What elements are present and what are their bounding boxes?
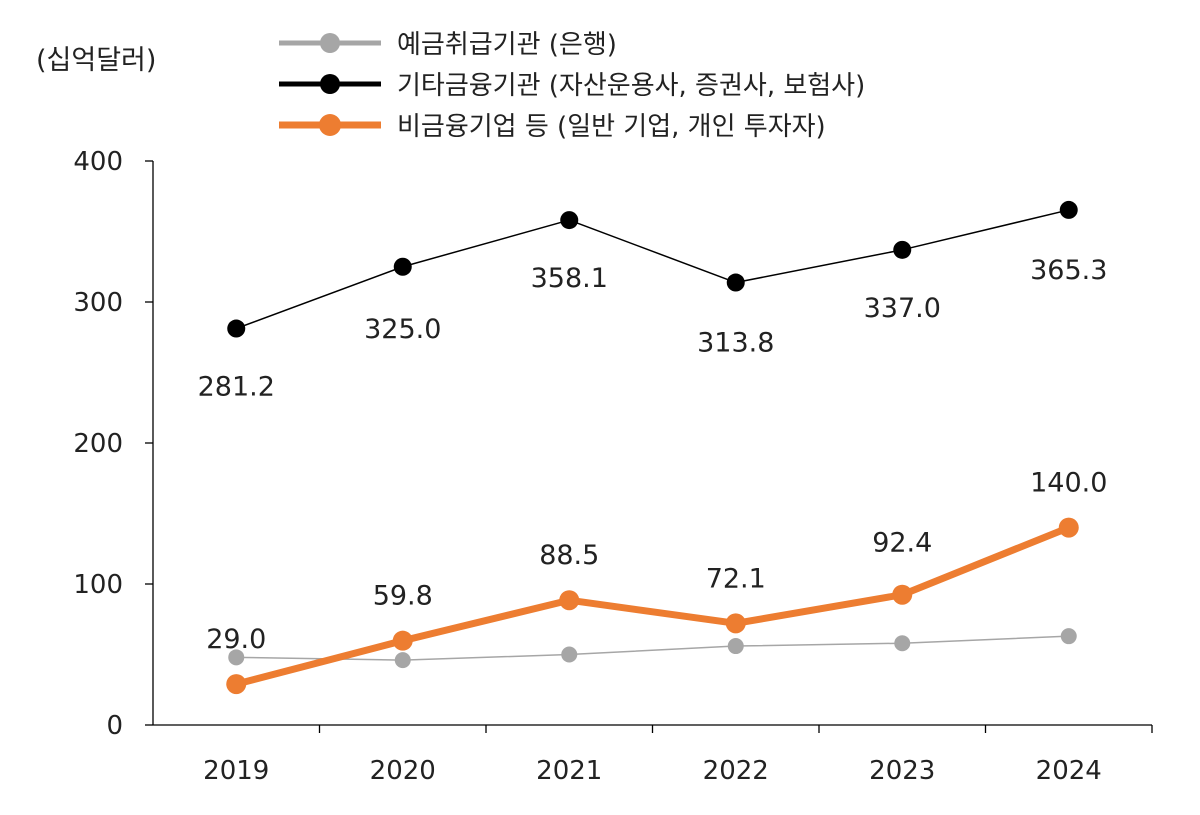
y-tick-label: 300: [73, 288, 123, 318]
series-line-0: [236, 635, 1069, 661]
data-point-1-3: [726, 273, 745, 292]
data-label-1-3: 313.8: [697, 328, 774, 359]
y-tick-label: 200: [73, 429, 123, 459]
legend-item-banks: 예금취급기관 (은행): [275, 22, 865, 63]
x-tick-label: 2021: [536, 756, 602, 786]
y-axis-unit-label: (십억달러): [36, 45, 157, 76]
data-point-1-2: [560, 211, 579, 230]
data-point-2-1: [392, 630, 413, 651]
legend-label-other-financial: 기타금융기관 (자산운용사, 증권사, 보험사): [397, 71, 866, 101]
data-label-2-4: 92.4: [872, 528, 932, 559]
data-point-2-2: [559, 590, 580, 611]
legend-label-banks: 예금취급기관 (은행): [397, 30, 617, 60]
data-label-2-0: 29.0: [206, 624, 266, 655]
data-point-0-5: [1060, 628, 1077, 645]
data-point-1-4: [893, 240, 912, 259]
x-tick-label: 2020: [370, 756, 436, 786]
series-line-1: [235, 209, 1069, 330]
y-tick-label: 0: [106, 711, 123, 741]
legend-item-non-financial: 비금융기업 등 (일반 기업, 개인 투자자): [275, 104, 865, 145]
data-label-1-4: 337.0: [864, 293, 941, 324]
data-point-1-1: [393, 257, 412, 276]
data-label-2-1: 59.8: [373, 581, 433, 612]
legend-swatch-non-financial: [279, 113, 381, 136]
data-point-0-3: [727, 638, 744, 655]
x-tick-label: 2024: [1036, 756, 1102, 786]
legend-item-other-financial: 기타금융기관 (자산운용사, 증권사, 보험사): [275, 63, 865, 104]
data-point-2-4: [892, 584, 913, 605]
data-point-1-0: [227, 319, 246, 338]
data-label-1-0: 281.2: [198, 372, 275, 403]
legend-swatch-other-financial: [279, 73, 381, 94]
legend: 예금취급기관 (은행) 기타금융기관 (자산운용사, 증권사, 보험사) 비금융…: [275, 22, 865, 145]
data-point-2-5: [1058, 517, 1079, 538]
x-tick-label: 2022: [703, 756, 769, 786]
x-tick-label: 2019: [203, 756, 269, 786]
data-point-2-0: [226, 674, 247, 695]
y-tick-label: 400: [73, 147, 123, 177]
data-point-0-0: [228, 649, 245, 666]
data-point-0-2: [561, 646, 578, 663]
data-point-1-5: [1059, 200, 1078, 219]
data-label-2-2: 88.5: [539, 540, 599, 571]
legend-swatch-banks: [279, 32, 381, 53]
y-tick-label: 100: [73, 570, 123, 600]
data-point-0-1: [394, 652, 411, 669]
data-label-1-1: 325.0: [364, 314, 441, 345]
data-label-2-3: 72.1: [706, 563, 766, 594]
series-line-2: [235, 524, 1071, 688]
x-tick-label: 2023: [869, 756, 935, 786]
data-label-1-2: 358.1: [531, 263, 608, 294]
data-label-2-5: 140.0: [1030, 468, 1107, 499]
data-label-1-5: 365.3: [1030, 255, 1107, 286]
data-point-2-3: [725, 613, 746, 634]
legend-label-non-financial: 비금융기업 등 (일반 기업, 개인 투자자): [397, 112, 826, 142]
data-point-0-4: [894, 635, 911, 652]
